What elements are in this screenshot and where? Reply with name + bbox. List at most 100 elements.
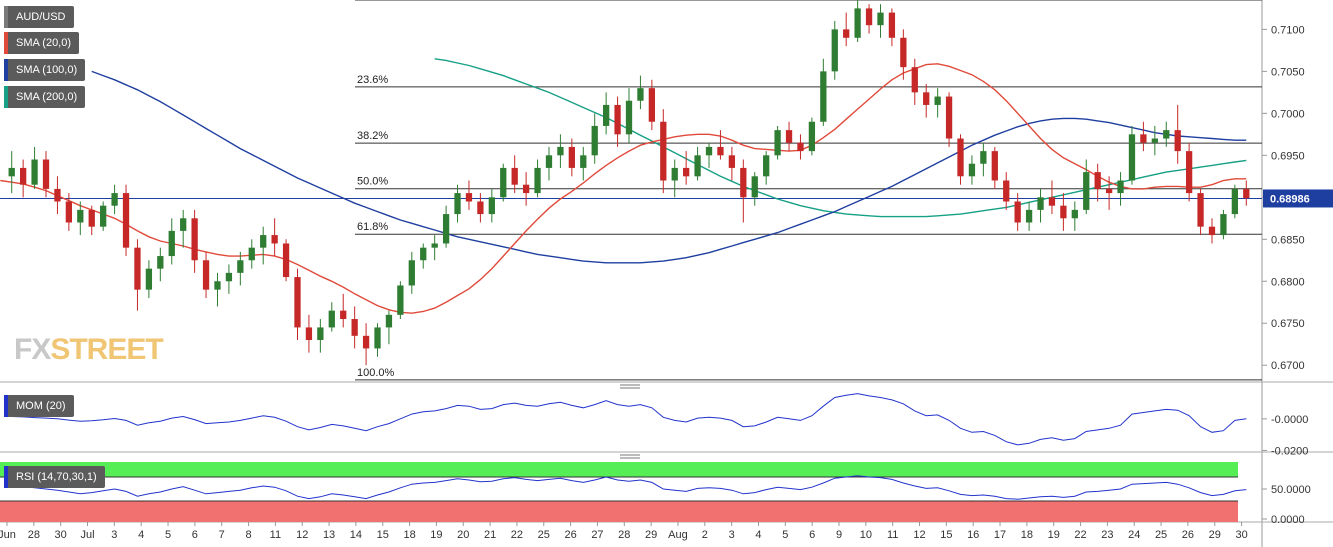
- candle-body: [797, 142, 804, 152]
- candle-body: [751, 176, 758, 198]
- candle-body: [854, 8, 861, 38]
- x-tick-label: 6: [192, 529, 198, 541]
- candle-body: [77, 209, 84, 223]
- candle-body: [8, 167, 15, 177]
- x-tick-label: 12: [296, 529, 308, 541]
- candle-body: [454, 193, 461, 215]
- candle-body: [134, 247, 141, 290]
- candle-body: [328, 310, 335, 328]
- candle-body: [408, 260, 415, 286]
- candle-body: [431, 243, 438, 248]
- sma200-label-text: SMA (200,0): [16, 91, 78, 103]
- candle-body: [545, 155, 553, 168]
- candle-body: [580, 155, 587, 168]
- candle-body: [294, 277, 301, 328]
- mom-label[interactable]: MOM (20): [4, 395, 74, 417]
- x-tick-label: 5: [165, 529, 171, 541]
- candle-body: [1174, 130, 1181, 152]
- candle-body: [1071, 209, 1078, 219]
- x-tick-label: 7: [219, 529, 225, 541]
- candle-body: [54, 188, 61, 202]
- sma100-label[interactable]: SMA (100,0): [4, 59, 86, 81]
- x-tick-label: 20: [457, 529, 469, 541]
- price-tick-label: 0.7050: [1271, 66, 1305, 78]
- candle-body: [717, 146, 724, 156]
- candle-body: [271, 235, 278, 244]
- candle-body: [1243, 188, 1250, 199]
- rsi-oversold-zone: [0, 501, 1238, 522]
- x-tick-label: 2: [702, 529, 708, 541]
- candle-body: [1140, 134, 1147, 143]
- candle-body: [774, 130, 781, 156]
- candle-body: [900, 37, 907, 68]
- candle-body: [888, 12, 896, 38]
- logo-fx: FX: [14, 333, 51, 366]
- candle-body: [168, 230, 175, 257]
- candle-body: [362, 335, 370, 349]
- sma20-line: [0, 63, 1247, 314]
- fib-label: 50.0%: [357, 176, 388, 188]
- x-tick-label: Jun: [0, 529, 16, 541]
- sma20-label[interactable]: SMA (20,0): [4, 32, 80, 54]
- x-tick-label: 28: [28, 529, 40, 541]
- candle-body: [1025, 209, 1033, 223]
- logo-street: STREET: [50, 333, 163, 366]
- fib-label: 61.8%: [357, 221, 388, 233]
- price-tick-label: 0.6750: [1271, 318, 1305, 330]
- sma200-label[interactable]: SMA (200,0): [4, 86, 86, 108]
- candle-body: [225, 272, 233, 282]
- mom-tick-label: -0.0200: [1271, 445, 1308, 457]
- candle-body: [911, 67, 918, 93]
- rsi-line: [11, 475, 1247, 500]
- candle-body: [1208, 226, 1216, 236]
- x-tick-label: Aug: [668, 529, 688, 541]
- x-tick-label: 11: [887, 529, 898, 541]
- x-tick-label: 6: [809, 529, 815, 541]
- candle-body: [248, 247, 255, 261]
- candle-body: [1185, 151, 1193, 194]
- candle-body: [397, 285, 404, 315]
- fib-label: 23.6%: [357, 74, 388, 86]
- x-tick-label: 25: [538, 529, 550, 541]
- sma20-label-text: SMA (20,0): [16, 37, 72, 49]
- current-price-badge: [1263, 189, 1333, 208]
- candle-body: [111, 193, 118, 206]
- candle-body: [340, 310, 347, 320]
- candle-body: [820, 71, 827, 122]
- sma100-line: [91, 70, 1247, 264]
- x-tick-label: 23: [1101, 529, 1113, 541]
- candle-body: [877, 12, 884, 26]
- candle-body: [522, 184, 530, 194]
- candle-body: [20, 167, 27, 185]
- candle-body: [1105, 188, 1113, 194]
- candle-body: [1220, 214, 1227, 236]
- sma200-line: [434, 58, 1247, 218]
- rsi-tick-label: 0.0000: [1271, 514, 1305, 526]
- candle-body: [991, 151, 998, 181]
- rsi-label[interactable]: RSI (14,70,30,1): [4, 466, 105, 488]
- x-tick-label: 22: [511, 529, 523, 541]
- candle-body: [122, 193, 130, 248]
- price-panel: [0, 0, 1262, 382]
- x-tick-label: Jul: [80, 529, 94, 541]
- rsi-label-text: RSI (14,70,30,1): [16, 471, 97, 483]
- x-tick-label: 28: [618, 529, 630, 541]
- candle-body: [237, 260, 244, 273]
- candle-body: [1037, 197, 1044, 210]
- mom-line: [11, 393, 1247, 446]
- x-tick-label: 13: [323, 529, 335, 541]
- rsi-tick-label: 50.0000: [1271, 484, 1311, 496]
- candle-body: [557, 146, 564, 156]
- x-tick-label: 29: [645, 529, 657, 541]
- candle-body: [260, 235, 267, 248]
- candle-body: [100, 205, 107, 227]
- candle-body: [980, 151, 987, 164]
- x-tick-label: 30: [1235, 529, 1247, 541]
- x-tick-label: 21: [484, 529, 496, 541]
- rsi-overbought-zone: [0, 462, 1238, 477]
- candle-body: [65, 201, 73, 223]
- x-tick-label: 26: [564, 529, 576, 541]
- candle-body: [31, 159, 38, 185]
- x-tick-label: 18: [1021, 529, 1033, 541]
